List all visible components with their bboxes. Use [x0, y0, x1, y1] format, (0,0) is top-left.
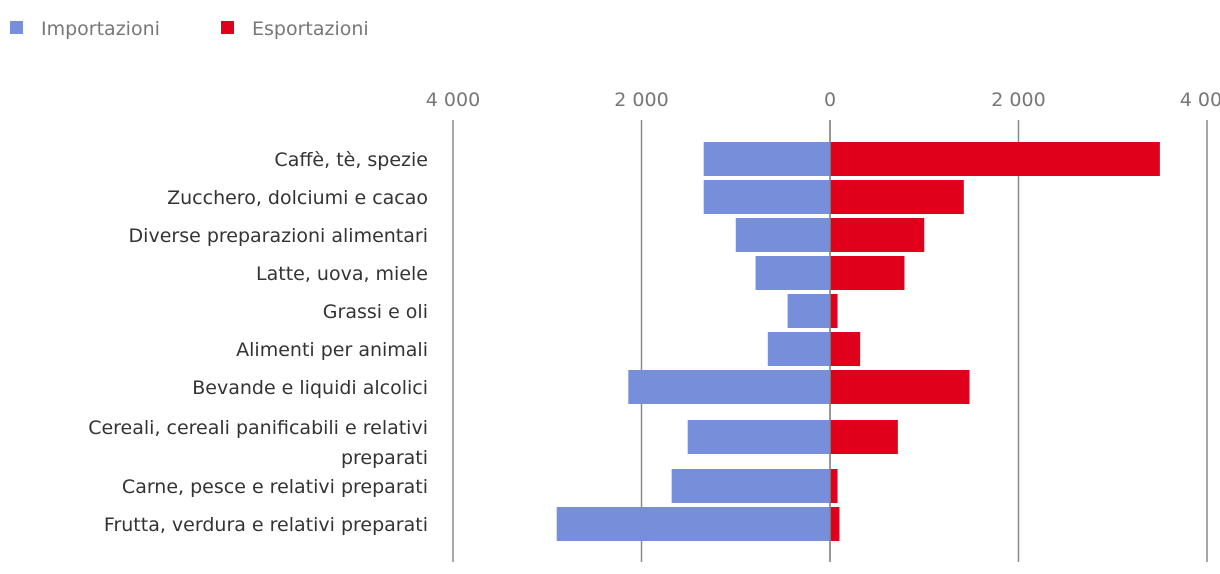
legend-label: Importazioni: [41, 18, 160, 40]
category-label: Cereali, cereali panificabili e relativi…: [88, 417, 428, 469]
x-tick-label: 2 000: [991, 89, 1045, 111]
category-label: Diverse preparazioni alimentari: [129, 225, 428, 247]
category-label: Carne, pesce e relativi preparati: [122, 476, 428, 498]
export-bar: [830, 332, 861, 366]
import-bar: [735, 218, 830, 252]
import-bar: [755, 256, 830, 290]
export-bar: [830, 507, 840, 541]
import-bar: [556, 507, 830, 541]
import-bar: [671, 469, 830, 503]
legend-swatch: [221, 21, 234, 34]
export-bar: [830, 294, 838, 328]
category-label: Grassi e oli: [323, 301, 428, 323]
category-label: Zucchero, dolciumi e cacao: [167, 187, 428, 209]
x-tick-label: 0: [824, 89, 836, 111]
category-label: Caffè, tè, spezie: [274, 149, 428, 171]
export-bar: [830, 180, 964, 214]
import-bar: [787, 294, 830, 328]
category-label: Frutta, verdura e relativi preparati: [104, 514, 428, 536]
x-tick-label: 2 000: [614, 89, 668, 111]
import-bar: [687, 420, 830, 454]
category-label: Latte, uova, miele: [256, 263, 428, 285]
category-label: Bevande e liquidi alcolici: [192, 377, 428, 399]
import-bar: [628, 370, 830, 404]
import-bar: [703, 142, 830, 176]
export-bar: [830, 256, 905, 290]
category-label: Alimenti per animali: [236, 339, 428, 361]
x-tick-label: 4 000: [426, 89, 480, 111]
import-bar: [767, 332, 830, 366]
export-bar: [830, 218, 925, 252]
export-bar: [830, 142, 1160, 176]
export-bar: [830, 420, 898, 454]
legend-swatch: [10, 21, 23, 34]
legend-label: Esportazioni: [252, 18, 369, 40]
import-bar: [703, 180, 830, 214]
export-bar: [830, 370, 970, 404]
x-tick-label: 4 000: [1180, 89, 1220, 111]
export-bar: [830, 469, 838, 503]
